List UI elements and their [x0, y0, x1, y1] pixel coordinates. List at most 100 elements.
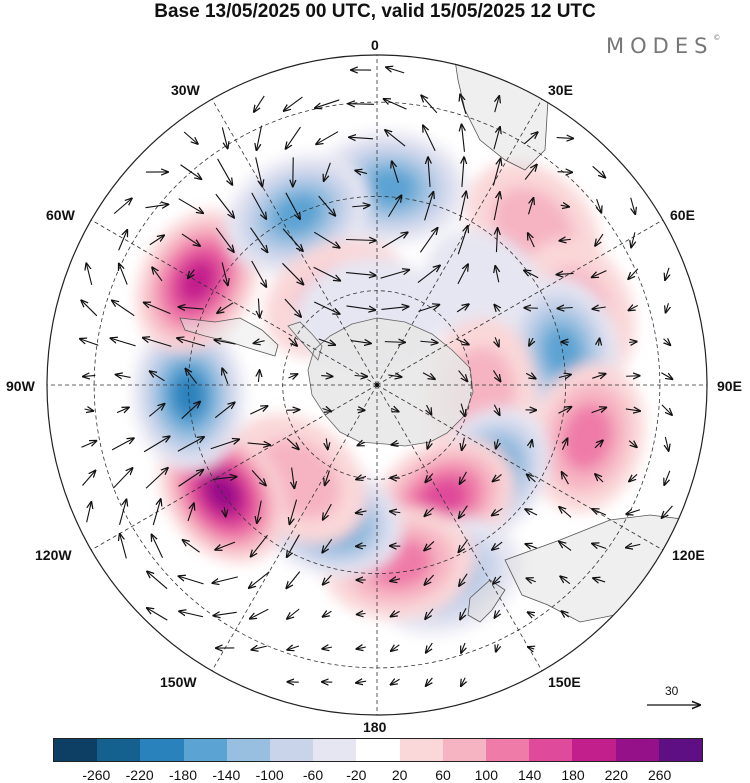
wind-vector [496, 228, 497, 253]
wind-vector [422, 372, 435, 380]
wind-vector [313, 301, 340, 314]
wind-vector [179, 611, 204, 618]
colorbar [53, 738, 703, 762]
wind-vector [386, 67, 405, 74]
wind-vector [177, 338, 206, 347]
wind-vector [629, 342, 637, 343]
wind-vector [492, 474, 502, 481]
wind-vector [626, 544, 641, 547]
wind-vector [426, 642, 433, 653]
colorbar-swatch [442, 739, 487, 761]
wind-vector [526, 578, 536, 582]
wind-vector [148, 404, 164, 417]
wind-vector [427, 404, 432, 415]
wind-vector [591, 407, 607, 414]
wind-vector [323, 574, 332, 585]
wind-vector [458, 539, 469, 553]
wind-vector [383, 99, 407, 110]
wind-vector [213, 612, 237, 615]
wind-vector [495, 337, 499, 346]
wind-vector [177, 437, 204, 452]
wind-vector [324, 162, 331, 181]
wind-vector [113, 198, 132, 215]
wind-vector [178, 198, 204, 214]
wind-vector [255, 157, 263, 186]
colorbar-tick-label: -260 [82, 767, 111, 783]
wind-vector [457, 226, 467, 255]
lon-label-150w: 150W [160, 674, 197, 690]
wind-vector [459, 573, 468, 586]
meridian-line [376, 219, 663, 386]
colorbar-tick-label: -20 [346, 767, 367, 783]
wind-vector [215, 541, 236, 550]
wind-vector [250, 227, 268, 253]
wind-vector [356, 546, 367, 547]
wind-vector [222, 368, 229, 384]
wind-vector [118, 230, 128, 251]
anomaly-contour [561, 404, 613, 471]
wind-vector [214, 402, 235, 419]
wind-vector [258, 298, 259, 317]
wind-vector [460, 94, 467, 114]
meridian-line [91, 384, 378, 551]
wind-vector [560, 205, 570, 207]
lon-label-60w: 60W [46, 207, 75, 223]
wind-vector [145, 204, 168, 207]
wind-vector [495, 266, 499, 283]
graticule [47, 55, 707, 715]
wind-vector [149, 235, 164, 246]
wind-vector [390, 579, 401, 581]
wind-vector [559, 507, 572, 518]
wind-vector [381, 307, 408, 310]
wind-vector [666, 303, 669, 313]
wind-vector [556, 138, 574, 139]
colorbar-tick-label: 220 [604, 767, 629, 783]
wind-vector [424, 507, 435, 517]
wind-vector [143, 436, 170, 453]
wind-vector [661, 372, 672, 379]
colorbar-swatch [658, 739, 703, 761]
wind-vector [392, 161, 399, 183]
wind-vector [628, 441, 637, 448]
lon-label-0: 0 [371, 37, 379, 53]
wind-vector [559, 239, 571, 240]
wind-vector [592, 509, 607, 516]
wind-vector [82, 470, 95, 486]
wind-vector [560, 576, 571, 585]
wind-vector [318, 338, 336, 345]
wind-vector [417, 265, 440, 284]
brand-name: MODES [606, 34, 714, 58]
wind-vector [323, 503, 332, 520]
brand-logo: MODES© [606, 34, 720, 58]
wind-vector [286, 126, 301, 149]
colorbar-swatch [486, 739, 530, 761]
wind-vector [116, 407, 129, 412]
wind-vector [595, 474, 604, 483]
wind-vector [221, 127, 227, 148]
wind-vector [461, 677, 465, 687]
wind-vector [390, 511, 401, 512]
colorbar-tick-label: -60 [302, 767, 324, 783]
wind-vector [459, 191, 466, 221]
wind-vector [426, 677, 433, 686]
wind-vector [349, 137, 374, 139]
lon-label-60e: 60E [670, 207, 695, 223]
colorbar-tick-label: 60 [435, 767, 451, 783]
wind-vector [523, 132, 538, 145]
colorbar-swatch [572, 739, 616, 761]
wind-vector [528, 233, 535, 248]
wind-vector [592, 270, 607, 278]
wind-vector [112, 468, 132, 489]
wind-vector [215, 193, 234, 218]
wind-vector [251, 470, 266, 485]
wind-vector [144, 302, 171, 315]
wind-vector [391, 645, 400, 651]
wind-vector [256, 125, 263, 151]
wind-vector [561, 611, 570, 617]
wind-vector [112, 300, 135, 317]
wind-vector [178, 576, 204, 585]
wind-vector [322, 647, 332, 649]
wind-vector [629, 474, 638, 481]
wind-vector [592, 307, 606, 309]
wind-vector [285, 192, 300, 219]
